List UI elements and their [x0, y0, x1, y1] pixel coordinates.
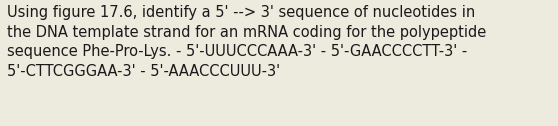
Text: Using figure 17.6, identify a 5' --> 3' sequence of nucleotides in
the DNA templ: Using figure 17.6, identify a 5' --> 3' … [7, 5, 487, 79]
